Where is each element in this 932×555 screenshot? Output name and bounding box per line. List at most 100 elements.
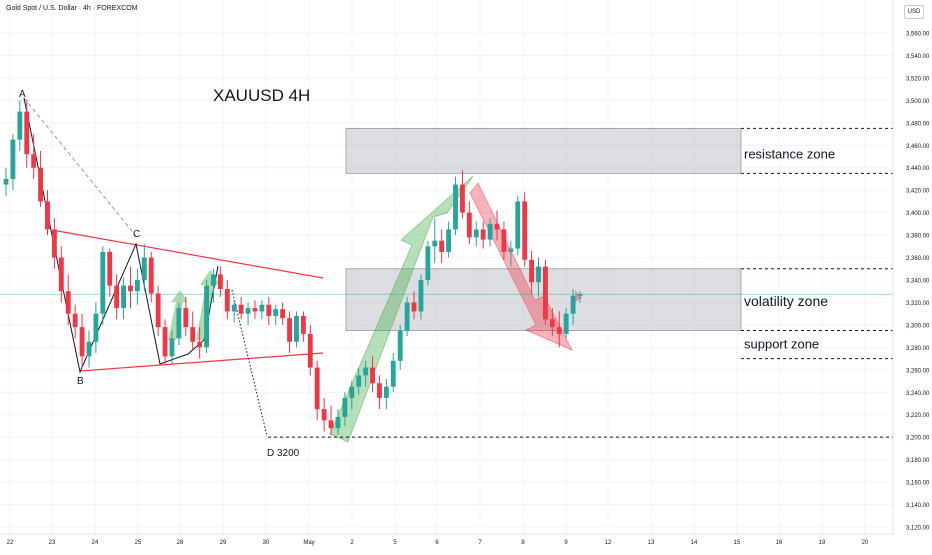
candle[interactable]	[231, 300, 237, 323]
candle[interactable]	[480, 221, 486, 249]
candle[interactable]	[294, 311, 299, 348]
price-tick-label: 3,360.00	[906, 256, 930, 262]
candle[interactable]	[273, 304, 279, 325]
currency-button[interactable]: USD	[904, 5, 924, 19]
candle[interactable]	[460, 169, 465, 219]
candle[interactable]	[432, 218, 438, 264]
time-tick-label: 9	[564, 540, 568, 546]
candle[interactable]	[363, 360, 369, 387]
triangle-lower-line[interactable]	[79, 352, 324, 372]
candle[interactable]	[252, 300, 258, 320]
candle[interactable]	[487, 218, 493, 247]
candle[interactable]	[197, 327, 203, 359]
candle[interactable]	[321, 397, 327, 432]
candle[interactable]	[328, 405, 334, 435]
candle[interactable]	[377, 375, 382, 410]
candle[interactable]	[549, 308, 555, 337]
candle[interactable]	[536, 257, 541, 297]
candle[interactable]	[245, 302, 251, 325]
candle[interactable]	[128, 266, 133, 309]
candle[interactable]	[17, 100, 23, 151]
candle[interactable]	[183, 296, 189, 337]
candle[interactable]	[342, 392, 348, 426]
candle[interactable]	[121, 277, 126, 320]
candle[interactable]	[24, 100, 30, 168]
candle[interactable]	[508, 240, 514, 267]
candle[interactable]	[93, 302, 99, 353]
candle[interactable]	[397, 324, 403, 370]
candle[interactable]	[577, 291, 583, 303]
candle[interactable]	[418, 274, 424, 320]
candle[interactable]	[494, 210, 500, 241]
candle[interactable]	[556, 311, 562, 348]
candle[interactable]	[190, 311, 196, 350]
candle[interactable]	[176, 302, 182, 346]
candle[interactable]	[349, 381, 355, 410]
candle[interactable]	[100, 246, 106, 325]
candle[interactable]	[155, 285, 161, 337]
candle-body	[377, 383, 382, 398]
candle[interactable]	[45, 190, 50, 236]
candle[interactable]	[466, 201, 472, 245]
candle[interactable]	[307, 324, 313, 376]
candle[interactable]	[501, 221, 507, 260]
candle[interactable]	[217, 266, 223, 297]
candle[interactable]	[473, 221, 479, 247]
candle[interactable]	[79, 313, 85, 368]
candle[interactable]	[211, 268, 216, 303]
candle[interactable]	[58, 246, 64, 303]
candle[interactable]	[86, 330, 92, 368]
candle[interactable]	[72, 304, 78, 339]
candle[interactable]	[570, 288, 576, 325]
candle[interactable]	[529, 250, 535, 294]
candle[interactable]	[148, 251, 154, 303]
candle[interactable]	[238, 296, 244, 320]
candle-body	[529, 259, 535, 283]
candle[interactable]	[314, 360, 320, 421]
symbol-header[interactable]: Gold Spot / U.S. Dollar · 4h · FOREXCOM	[6, 5, 138, 12]
candle[interactable]	[204, 280, 209, 353]
candle[interactable]	[280, 302, 286, 325]
candle[interactable]	[439, 229, 445, 264]
candle[interactable]	[51, 218, 57, 269]
candle[interactable]	[162, 319, 168, 365]
candle[interactable]	[543, 259, 548, 325]
candle[interactable]	[259, 300, 265, 320]
candle[interactable]	[114, 274, 120, 320]
candle[interactable]	[522, 192, 528, 267]
candle[interactable]	[10, 134, 16, 191]
candle[interactable]	[300, 311, 306, 342]
time-axis[interactable]: 22 23 24 25 28 29 30 May 2 5 6 7 8 9 12 13 14 15 16 19 20	[0, 533, 893, 546]
resistance-zone-box[interactable]	[345, 128, 742, 174]
candle[interactable]	[65, 274, 71, 325]
candle[interactable]	[563, 308, 569, 339]
candle[interactable]	[383, 378, 389, 410]
candle[interactable]	[335, 409, 341, 435]
candle[interactable]	[390, 352, 396, 393]
candle[interactable]	[107, 248, 113, 297]
candle[interactable]	[356, 367, 362, 395]
time-tick-label: 16	[776, 540, 783, 546]
candle[interactable]	[411, 291, 417, 320]
candle[interactable]	[38, 150, 43, 208]
candle[interactable]	[425, 240, 431, 286]
candle[interactable]	[31, 134, 37, 179]
candle[interactable]	[453, 176, 458, 236]
candle[interactable]	[141, 244, 147, 292]
candle[interactable]	[134, 268, 140, 305]
candle[interactable]	[404, 296, 410, 337]
candle[interactable]	[287, 311, 292, 353]
candle-body	[577, 294, 583, 296]
candle[interactable]	[3, 167, 9, 196]
price-axis[interactable]: 3,560.00 3,540.00 3,520.00 3,500.00 3,480.00…	[892, 0, 932, 550]
candle[interactable]	[169, 330, 175, 365]
candle[interactable]	[224, 280, 230, 320]
candle[interactable]	[266, 296, 272, 325]
candle[interactable]	[446, 221, 452, 258]
triangle-upper-line[interactable]	[51, 229, 324, 279]
price-tick-label: 3,300.00	[906, 323, 930, 329]
candle[interactable]	[515, 195, 521, 256]
candle[interactable]	[370, 356, 375, 393]
